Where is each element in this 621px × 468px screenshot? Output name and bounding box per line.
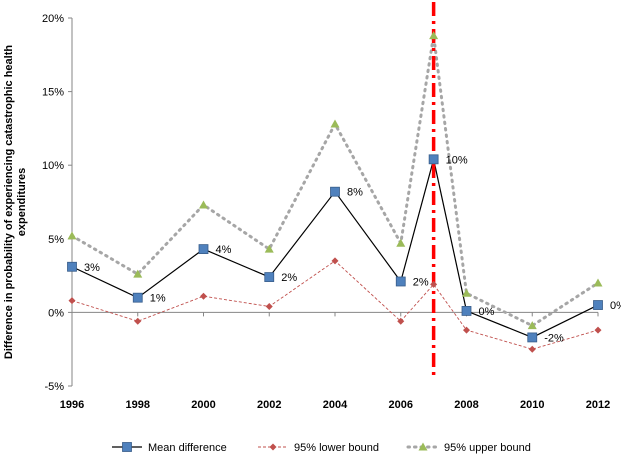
series-2-point <box>265 303 273 311</box>
series-line-2 <box>71 260 599 350</box>
series-1-point <box>461 306 472 316</box>
x-tick-label: 1998 <box>126 399 150 411</box>
series-1-point <box>132 292 143 303</box>
series-3-point <box>199 200 208 209</box>
axes: -5% 0% 5% 10% 15% 20% 1996 1998 2000 2002 2004 2006… <box>42 13 610 411</box>
x-tick-label: 1996 <box>60 399 84 411</box>
series-1-point <box>330 186 340 197</box>
x-tick-label: 2006 <box>389 399 413 411</box>
legend-label-1: Mean difference <box>148 442 227 454</box>
data-label: 8% <box>347 187 363 199</box>
series-2-point <box>528 345 536 353</box>
series-line-3 <box>70 35 600 328</box>
series-2-point <box>594 326 602 334</box>
x-tick-label: 2000 <box>191 399 215 411</box>
data-labels: 3% 1% 4% 2% 8% 2% 10% 0% -2% 0% <box>84 154 621 344</box>
data-label: 0% <box>610 300 621 312</box>
data-label: 4% <box>216 244 232 256</box>
series-3-point <box>462 288 471 297</box>
y-tick-label: 0% <box>48 307 64 319</box>
series-3-point <box>527 321 537 330</box>
legend-swatch-marker-3 <box>418 442 428 451</box>
y-tick-label: 10% <box>42 160 64 172</box>
series-3-point <box>593 278 603 287</box>
series-lines <box>70 35 600 350</box>
series-1-point <box>395 276 406 287</box>
legend-label-3: 95% upper bound <box>444 442 531 454</box>
series-2-point <box>134 317 142 325</box>
series-2-point <box>430 280 438 288</box>
y-tick-label: 20% <box>42 13 64 25</box>
data-label: 0% <box>479 306 495 318</box>
series-3-point <box>133 269 143 278</box>
series-2-point <box>200 292 207 300</box>
legend-swatch-marker-1 <box>122 442 132 452</box>
series-1-point <box>593 300 603 310</box>
series-3-point <box>264 244 274 253</box>
data-label: 1% <box>150 293 166 305</box>
x-tick-label: 2002 <box>257 399 281 411</box>
series-3-point <box>396 238 406 247</box>
legend-label-2: 95% lower bound <box>294 442 379 454</box>
data-label: -2% <box>544 332 564 344</box>
legend-swatch-marker-2 <box>269 443 277 451</box>
x-tick-label: 2012 <box>586 399 610 411</box>
data-label: 2% <box>413 276 429 288</box>
data-label: 3% <box>84 262 100 274</box>
series-2-point <box>331 257 339 265</box>
x-tick-label: 2008 <box>454 399 478 411</box>
y-tick-label: 15% <box>42 87 64 99</box>
x-tick-label: 2010 <box>520 399 544 411</box>
data-label: 2% <box>281 272 297 284</box>
series-1-point <box>198 244 209 255</box>
legend: Mean difference 95% lower bound 95% upper … <box>112 442 531 454</box>
series-markers <box>67 31 603 353</box>
series-3-point <box>67 231 77 240</box>
series-1-point <box>264 272 275 282</box>
series-1-point <box>527 332 538 343</box>
series-2-point <box>397 317 405 325</box>
data-label: 10% <box>446 154 468 166</box>
series-3-point <box>429 31 439 40</box>
y-axis-title: Difference in probability of experiencin… <box>3 45 28 359</box>
y-tick-label: -5% <box>44 381 64 393</box>
series-1-point <box>67 261 77 272</box>
y-tick-label: 5% <box>48 234 64 246</box>
series-2-point <box>68 297 76 305</box>
y-axis-title-line-2: expenditures <box>16 168 28 236</box>
y-axis-title-line-1: Difference in probability of experiencin… <box>3 45 15 359</box>
series-1-point <box>428 154 439 165</box>
x-tick-label: 2004 <box>323 399 348 411</box>
series-line-1 <box>71 159 599 339</box>
series-2-point <box>463 326 470 334</box>
series-3-point <box>330 119 340 128</box>
